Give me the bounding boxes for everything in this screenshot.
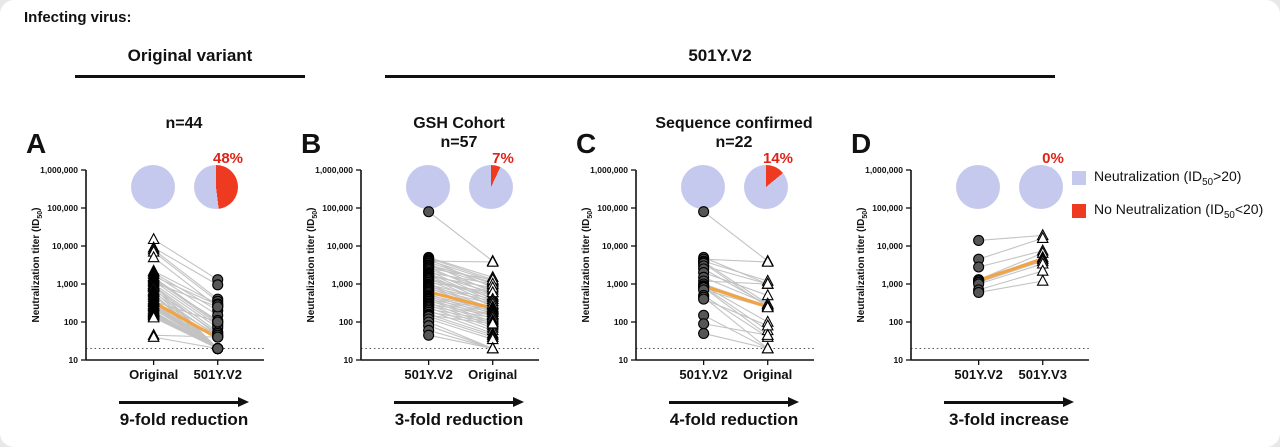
legend: Neutralization (ID50>20) No Neutralizati… (1072, 168, 1263, 234)
panel-title: GSH Cohort n=57 (331, 114, 587, 152)
group-header-label: Original variant (127, 46, 253, 65)
legend-label: Neutralization (ID50>20) (1094, 168, 1242, 188)
svg-text:Original: Original (743, 367, 792, 382)
group-underline (75, 75, 305, 78)
arrow-shaft (394, 401, 515, 404)
group-header-original-variant: Original variant (75, 46, 305, 78)
arrow-right-icon (788, 397, 799, 407)
paired-titer-plot: 10 100 1,000 10,000 100,000 1,000,000 501Y.V2 O… (590, 165, 814, 382)
svg-text:1,000: 1,000 (607, 279, 629, 289)
svg-text:501Y.V2: 501Y.V2 (954, 367, 1002, 382)
fold-change-arrow (669, 397, 799, 408)
svg-text:1,000,000: 1,000,000 (590, 165, 628, 175)
svg-text:100: 100 (614, 317, 628, 327)
panel-title-line1: GSH Cohort (413, 115, 505, 132)
svg-text:10: 10 (894, 355, 904, 365)
svg-text:501Y.V2: 501Y.V2 (194, 367, 242, 382)
pie-chart-right (744, 165, 788, 209)
panel-title (881, 114, 1137, 133)
no-neutralization-percent: 14% (762, 150, 794, 167)
group-header-501y-v2: 501Y.V2 (385, 46, 1055, 78)
paired-titer-plot: 10 100 1,000 10,000 100,000 1,000,000 Original… (40, 165, 264, 382)
fold-change-label: 9-fold reduction (119, 410, 249, 429)
svg-text:10: 10 (69, 355, 79, 365)
panel-letter: B (301, 128, 322, 159)
fold-change-label: 3-fold reduction (394, 410, 524, 429)
paired-titer-plot: 10 100 1,000 10,000 100,000 1,000,000 501Y.V2 O… (315, 165, 539, 382)
panel-title-line2: n=44 (165, 115, 203, 132)
svg-text:10: 10 (619, 355, 629, 365)
fold-change-arrow (944, 397, 1074, 408)
panel-b: B GSH Cohort n=57 7% Neutralization tite… (293, 112, 555, 447)
legend-item-neutralization: Neutralization (ID50>20) (1072, 168, 1263, 188)
svg-text:501Y.V2: 501Y.V2 (404, 367, 452, 382)
svg-text:1,000,000: 1,000,000 (865, 165, 903, 175)
svg-text:501Y.V2: 501Y.V2 (679, 367, 727, 382)
panel-letter: C (576, 128, 597, 159)
panel-d: D 0% Neutralization titer (ID50) 10 100 1,… (843, 112, 1105, 447)
no-neutralization-swatch (1072, 203, 1086, 218)
pie-chart-left (406, 165, 450, 209)
svg-text:100,000: 100,000 (47, 203, 78, 213)
svg-text:100,000: 100,000 (597, 203, 628, 213)
arrow-shaft (119, 401, 240, 404)
svg-text:Original: Original (129, 367, 178, 382)
neutralization-swatch (1072, 170, 1086, 185)
panel-a: A n=44 48% Neutralization titer (ID50) 1… (18, 112, 280, 447)
fold-change-label: 3-fold increase (949, 410, 1069, 429)
panel-title-line2: n=22 (715, 134, 753, 151)
svg-text:10,000: 10,000 (52, 241, 78, 251)
infecting-virus-label: Infecting virus: (24, 9, 132, 26)
svg-text:100: 100 (64, 317, 78, 327)
group-header-label: 501Y.V2 (688, 46, 752, 65)
svg-text:1,000: 1,000 (57, 279, 79, 289)
svg-text:10: 10 (344, 355, 354, 365)
arrow-right-icon (513, 397, 524, 407)
svg-text:10,000: 10,000 (877, 241, 903, 251)
svg-text:1,000,000: 1,000,000 (315, 165, 353, 175)
pie-chart-right (1019, 165, 1063, 209)
legend-item-no-neutralization: No Neutralization (ID50<20) (1072, 201, 1263, 221)
arrow-shaft (669, 401, 790, 404)
svg-text:501Y.V3: 501Y.V3 (1019, 367, 1067, 382)
svg-text:Original: Original (468, 367, 517, 382)
svg-text:10,000: 10,000 (602, 241, 628, 251)
fold-change-arrow (394, 397, 524, 408)
panel-title-line1: Sequence confirmed (655, 115, 813, 132)
arrow-right-icon (1063, 397, 1074, 407)
legend-label: No Neutralization (ID50<20) (1094, 200, 1264, 221)
panel-letter: D (851, 128, 872, 159)
panel-letter: A (26, 128, 47, 159)
panel-title-line2: n=57 (440, 134, 478, 151)
panel-title: n=44 (56, 114, 312, 133)
paired-titer-plot: 10 100 1,000 10,000 100,000 1,000,000 501Y.V2 5… (865, 165, 1089, 382)
pie-chart-left (681, 165, 725, 209)
pie-chart-left (131, 165, 175, 209)
no-neutralization-percent: 7% (492, 150, 514, 167)
pie-chart-right (194, 165, 238, 209)
fold-change-arrow (119, 397, 249, 408)
panel-c: C Sequence confirmed n=22 14% Neutraliza… (568, 112, 830, 447)
svg-text:1,000: 1,000 (882, 279, 904, 289)
group-underline (385, 75, 1055, 78)
svg-text:100,000: 100,000 (872, 203, 903, 213)
pie-chart-right (469, 165, 513, 209)
svg-text:1,000: 1,000 (332, 279, 354, 289)
svg-text:100: 100 (339, 317, 353, 327)
svg-text:1,000,000: 1,000,000 (40, 165, 78, 175)
arrow-shaft (944, 401, 1065, 404)
no-neutralization-percent: 48% (212, 150, 244, 167)
no-neutralization-percent: 0% (1042, 150, 1064, 167)
pie-chart-left (956, 165, 1000, 209)
arrow-right-icon (238, 397, 249, 407)
panel-title: Sequence confirmed n=22 (606, 114, 862, 152)
svg-text:10,000: 10,000 (327, 241, 353, 251)
svg-text:100,000: 100,000 (322, 203, 353, 213)
svg-text:100: 100 (889, 317, 903, 327)
fold-change-label: 4-fold reduction (669, 410, 799, 429)
